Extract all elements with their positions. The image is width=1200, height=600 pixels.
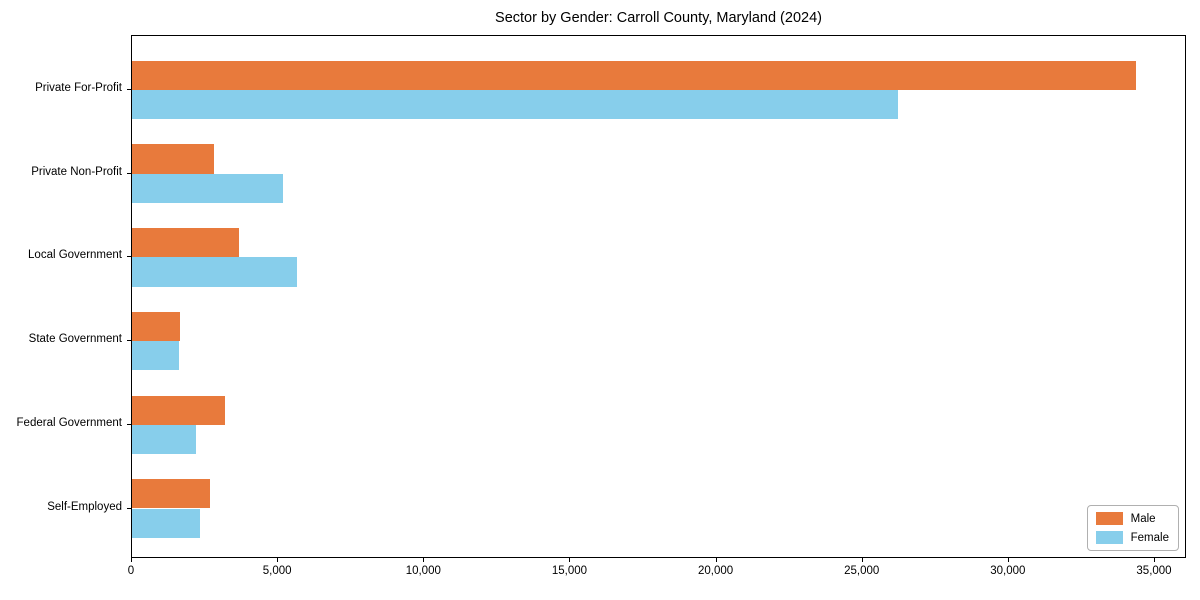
- legend-item-female: Female: [1095, 531, 1169, 544]
- xtick-mark: [1007, 558, 1009, 562]
- legend-item-male: Male: [1095, 512, 1169, 525]
- bar-male-self-employed: [132, 479, 211, 509]
- legend-swatch-male: [1095, 512, 1123, 525]
- bar-male-private-for-profit: [132, 60, 1136, 90]
- xtick-mark: [715, 558, 717, 562]
- bar-female-state-government: [132, 341, 179, 371]
- xtick-label-35-000: 35,000: [1136, 565, 1172, 577]
- ytick-mark: [127, 172, 131, 174]
- ytick-mark: [127, 256, 131, 258]
- xtick-label-5-000: 5,000: [262, 565, 292, 577]
- bar-male-local-government: [132, 228, 239, 258]
- xtick-label-30-000: 30,000: [990, 565, 1026, 577]
- ytick-mark: [127, 507, 131, 509]
- bar-female-private-non-profit: [132, 173, 283, 203]
- plot-area: Male Female: [131, 35, 1186, 558]
- legend: Male Female: [1086, 505, 1179, 551]
- ytick-label-state-government: State Government: [28, 333, 122, 346]
- xtick-label-0: 0: [127, 565, 135, 577]
- xtick-mark: [277, 558, 279, 562]
- ytick-mark: [127, 340, 131, 342]
- chart-title: Sector by Gender: Carroll County, Maryla…: [495, 10, 822, 26]
- bar-female-local-government: [132, 257, 298, 287]
- legend-label-male: Male: [1130, 512, 1156, 525]
- xtick-mark: [423, 558, 425, 562]
- ytick-mark: [127, 423, 131, 425]
- legend-label-female: Female: [1130, 531, 1169, 544]
- xtick-mark: [569, 558, 571, 562]
- ytick-mark: [127, 89, 131, 90]
- bar-female-federal-government: [132, 424, 196, 455]
- bar-male-private-non-profit: [132, 144, 214, 174]
- bar-male-federal-government: [132, 395, 225, 425]
- xtick-mark: [1154, 558, 1155, 562]
- xtick-label-25-000: 25,000: [844, 565, 880, 577]
- ytick-label-federal-government: Federal Government: [16, 416, 122, 429]
- xtick-label-15-000: 15,000: [551, 565, 588, 577]
- xtick-mark: [131, 558, 132, 562]
- ytick-label-local-government: Local Government: [28, 249, 122, 262]
- bar-female-private-for-profit: [132, 90, 898, 120]
- xtick-label-10-000: 10,000: [405, 565, 441, 577]
- xtick-label-20-000: 20,000: [697, 565, 734, 577]
- ytick-label-self-employed: Self-Employed: [47, 500, 122, 513]
- ytick-label-private-for-profit: Private For-Profit: [35, 82, 122, 94]
- ytick-label-private-non-profit: Private Non-Profit: [31, 165, 122, 178]
- legend-swatch-female: [1095, 531, 1123, 544]
- bar-female-self-employed: [132, 508, 200, 538]
- xtick-mark: [861, 558, 863, 562]
- bar-male-state-government: [132, 311, 180, 342]
